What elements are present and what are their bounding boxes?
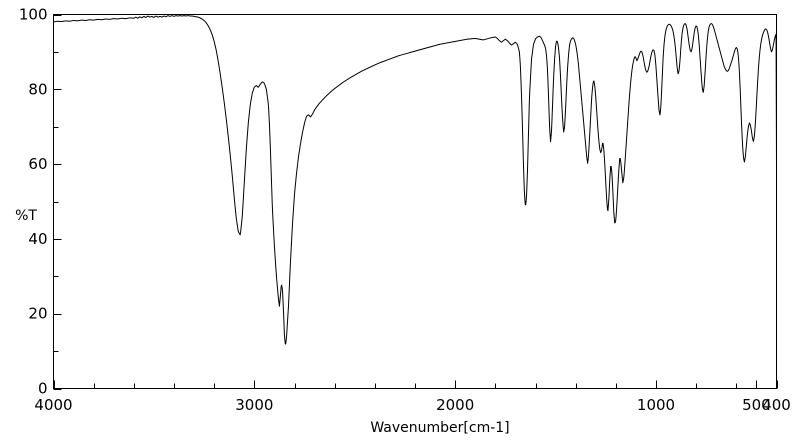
y-tick-label: 40 [28, 230, 47, 248]
x-axis-ticks [54, 380, 778, 389]
x-tick-label: 400 [762, 396, 791, 414]
y-tick-label: 80 [28, 80, 47, 98]
x-tick-label: 1000 [637, 396, 675, 414]
x-tick-label: 2000 [436, 396, 474, 414]
y-tick-label: 20 [28, 305, 47, 323]
x-axis-title: Wavenumber[cm-1] [370, 420, 509, 436]
y-axis-tick-labels: 0 20 40 60 80 100 [19, 6, 48, 398]
y-tick-label: 60 [28, 155, 47, 173]
y-tick-label: 100 [19, 6, 48, 24]
x-tick-label: 3000 [235, 396, 273, 414]
y-axis-title: %T [15, 208, 37, 224]
plot-frame [53, 14, 777, 389]
y-tick-label: 0 [38, 380, 48, 398]
x-tick-label: 4000 [34, 396, 72, 414]
spectrum-trace [53, 15, 777, 345]
x-tick-label: 500 [742, 396, 771, 414]
y-axis-ticks [53, 15, 62, 390]
